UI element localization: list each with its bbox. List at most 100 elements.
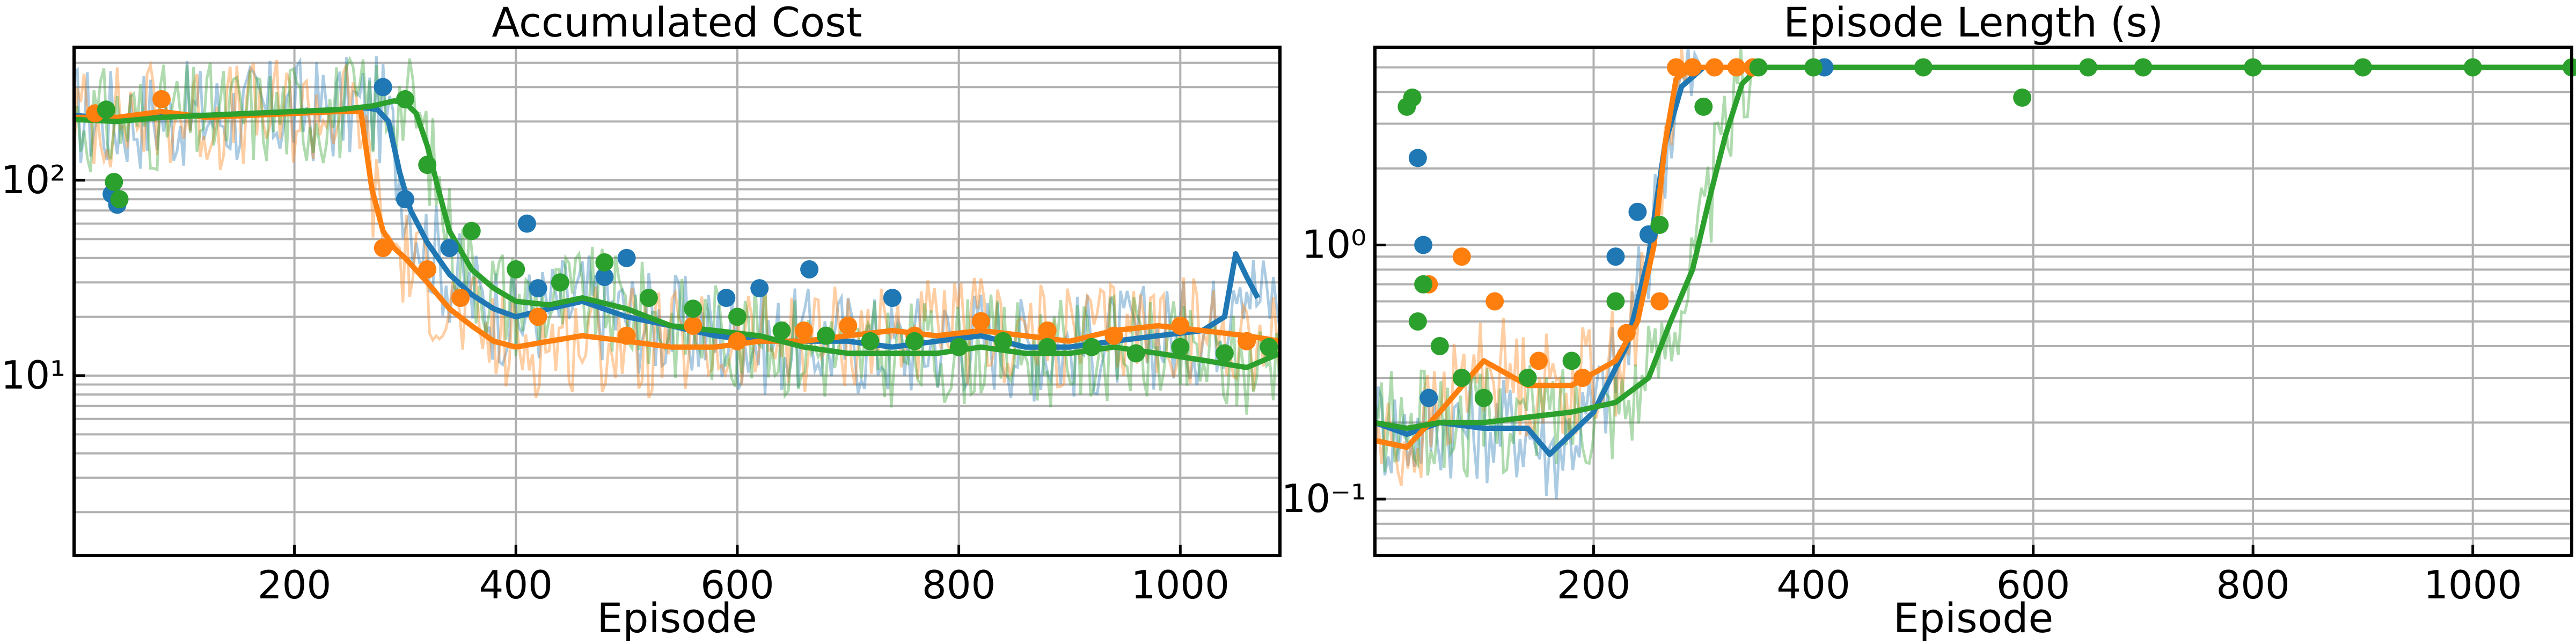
cost-plot-frame: [72, 46, 1282, 557]
data-point: [1606, 247, 1625, 266]
data-point: [1606, 292, 1625, 311]
data-point: [374, 239, 392, 258]
data-point: [2013, 88, 2032, 107]
length-scatter-points: [1397, 58, 2576, 407]
data-point: [1038, 338, 1057, 356]
data-point: [440, 239, 459, 258]
data-point: [517, 214, 536, 233]
data-point: [728, 308, 747, 326]
data-point: [2563, 58, 2576, 77]
data-point: [684, 299, 702, 318]
data-point: [839, 316, 858, 335]
data-point: [684, 316, 702, 335]
series-line-2: [74, 98, 1281, 370]
chart-episode-length: 200 400 600 800 1000 10⁻¹ 10⁰ Episode Length …: [1282, 0, 2576, 642]
data-point: [105, 173, 123, 192]
data-point: [728, 332, 747, 350]
data-point: [1650, 215, 1669, 234]
raw-trace-0: [73, 56, 1282, 402]
data-point: [1518, 369, 1537, 387]
data-point: [1705, 58, 1724, 77]
data-point: [595, 253, 614, 272]
data-point: [994, 332, 1013, 350]
data-point: [1171, 316, 1190, 335]
data-point: [1430, 336, 1449, 355]
series-line-2: [1374, 64, 2572, 431]
x-tick-label: 200: [258, 562, 331, 608]
length-x-axis-label: Episode: [1893, 594, 2053, 642]
data-point: [1650, 292, 1669, 311]
length-noise-traces: [1373, 47, 2572, 500]
data-point: [595, 268, 614, 287]
y-tick-label: 10¹: [1, 353, 65, 398]
data-point: [639, 289, 658, 308]
data-point: [110, 190, 129, 209]
data-point: [717, 289, 736, 308]
x-tick-label: 800: [2216, 562, 2289, 608]
data-point: [1683, 58, 1702, 77]
data-point: [396, 90, 414, 108]
data-point: [529, 308, 547, 326]
data-point: [1408, 312, 1427, 331]
y-tick-label: 10²: [1, 157, 65, 202]
cost-chart-title: Accumulated Cost: [492, 0, 862, 46]
data-point: [1215, 344, 1234, 363]
data-point: [817, 326, 836, 345]
data-point: [1485, 292, 1504, 311]
data-point: [1104, 326, 1123, 345]
data-point: [1038, 321, 1057, 340]
data-point: [1126, 344, 1145, 363]
x-tick-label: 400: [479, 562, 553, 608]
data-point: [1727, 58, 1746, 77]
data-point: [617, 326, 636, 345]
data-point: [418, 260, 437, 279]
data-point: [1260, 338, 1278, 356]
data-point: [1419, 389, 1438, 407]
data-point: [2079, 58, 2097, 77]
data-point: [2134, 58, 2153, 77]
data-point: [2463, 58, 2482, 77]
x-tick-label: 1000: [1131, 562, 1230, 608]
data-point: [451, 289, 470, 308]
length-chart-title: Episode Length (s): [1783, 0, 2163, 46]
data-point: [1474, 389, 1493, 407]
chart-accumulated-cost: 200 400 600 800 1000 10¹ 10² Accumulated Cost…: [1, 0, 1282, 642]
cost-grid: [74, 47, 1280, 555]
data-point: [1452, 369, 1471, 387]
x-tick-label: 600: [700, 562, 774, 608]
data-point: [905, 332, 924, 350]
data-point: [1694, 97, 1713, 116]
data-point: [949, 338, 968, 356]
data-point: [551, 273, 569, 292]
data-point: [396, 190, 414, 209]
cost-y-ticks: 10¹ 10²: [1, 157, 85, 398]
data-point: [1617, 324, 1636, 342]
data-point: [529, 279, 547, 298]
data-point: [1562, 352, 1581, 370]
data-point: [1082, 338, 1101, 356]
y-tick-label: 10⁻¹: [1282, 476, 1366, 521]
data-point: [883, 289, 902, 308]
data-point: [1914, 58, 1933, 77]
data-point: [97, 100, 115, 119]
cost-noise-traces: [72, 56, 1282, 415]
x-tick-label: 800: [922, 562, 996, 608]
data-point: [1171, 338, 1190, 356]
data-point: [1414, 275, 1433, 294]
cost-x-ticks: 200 400 600 800 1000: [258, 545, 1230, 608]
x-tick-label: 400: [1776, 562, 1850, 608]
data-point: [1628, 202, 1647, 221]
x-tick-label: 600: [1996, 562, 2070, 608]
data-point: [750, 279, 769, 298]
data-point: [1804, 58, 1823, 77]
data-point: [861, 332, 880, 350]
data-point: [794, 321, 813, 340]
y-tick-label: 10⁰: [1302, 222, 1366, 267]
cost-x-axis-label: Episode: [597, 594, 757, 642]
data-point: [418, 156, 437, 174]
length-x-ticks: 200 400 600 800 1000: [1557, 545, 2522, 608]
data-point: [1403, 88, 1422, 107]
data-point: [1574, 369, 1592, 387]
data-point: [2244, 58, 2263, 77]
